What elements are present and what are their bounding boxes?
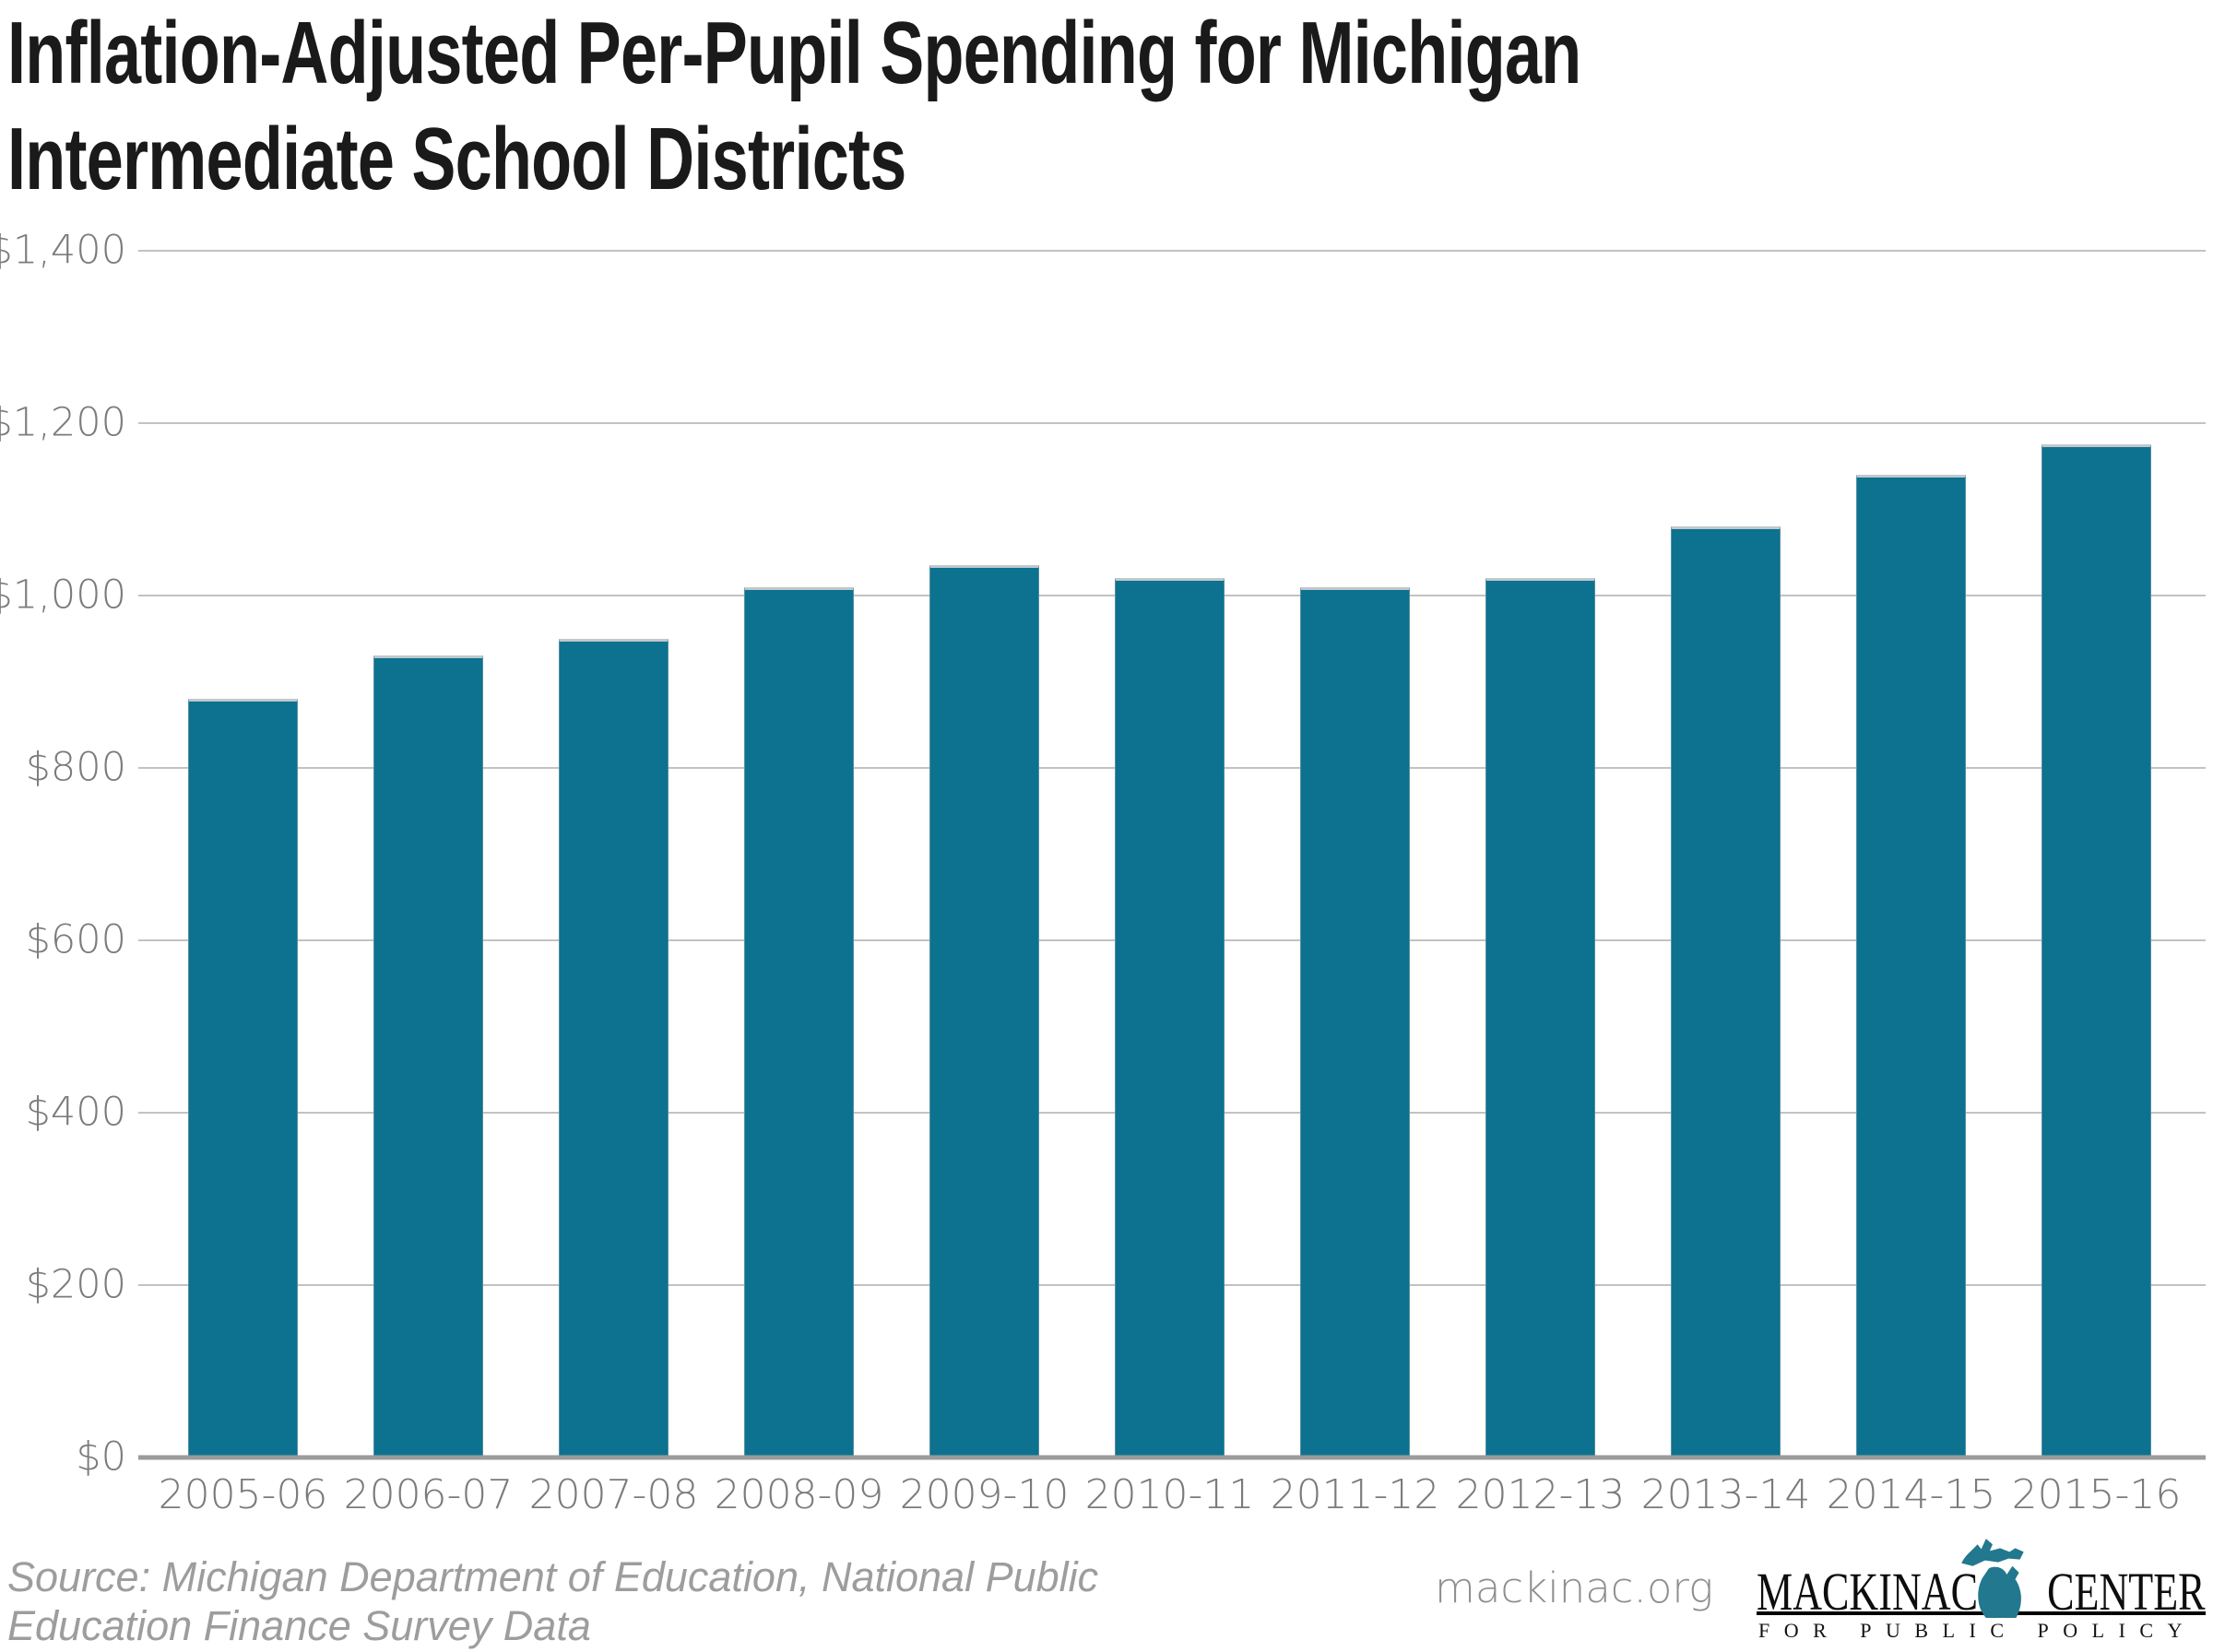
bar-2014-15 xyxy=(1856,475,1966,1457)
source-note: Source: Michigan Department of Education… xyxy=(7,1552,1098,1650)
bar-2006-07 xyxy=(373,655,483,1457)
x-tick-label-2007-08: 2007-08 xyxy=(528,1471,699,1518)
bar-2005-06 xyxy=(188,699,298,1457)
bar-2009-10 xyxy=(929,565,1039,1457)
bar-slot xyxy=(1077,251,1262,1457)
bar-2015-16 xyxy=(2041,444,2151,1457)
gridline-1200 xyxy=(138,422,2206,424)
x-tick-label-2006-07: 2006-07 xyxy=(343,1471,514,1518)
x-tick-label-2015-16: 2015-16 xyxy=(2011,1471,2182,1518)
x-tick-label-2014-15: 2014-15 xyxy=(1826,1471,1996,1518)
bar-2008-09 xyxy=(744,586,854,1457)
y-tick-label-800: $800 xyxy=(25,744,126,791)
y-axis-labels: $0 $200 $400 $600 $800 $1,000 $1,200 $1,400 xyxy=(0,230,126,1477)
logo-word-mackinac: MACKINAC xyxy=(1757,1562,1979,1622)
x-tick-label-2011-12: 2011-12 xyxy=(1270,1471,1440,1518)
bar-2010-11 xyxy=(1115,578,1225,1457)
bar-2013-14 xyxy=(1671,526,1781,1457)
chart-title-line2: Intermediate School Districts xyxy=(7,110,906,208)
bar-slot xyxy=(150,251,336,1457)
x-tick-label-2010-11: 2010-11 xyxy=(1084,1471,1255,1518)
y-tick-label-600: $600 xyxy=(25,916,126,963)
bar-slot xyxy=(521,251,706,1457)
bar-slot xyxy=(2004,251,2189,1457)
gridline-1400 xyxy=(138,250,2206,252)
y-tick-label-0: $0 xyxy=(76,1434,126,1481)
chart-title-line1: Inflation-Adjusted Per-Pupil Spending fo… xyxy=(7,4,1581,102)
chart-title: Inflation-Adjusted Per-Pupil Spending fo… xyxy=(7,0,1581,212)
website-url: mackinac.org xyxy=(1435,1564,1714,1612)
logo-word-center: CENTER xyxy=(2047,1562,2206,1622)
bar-slot xyxy=(892,251,1077,1457)
bar-slot xyxy=(1818,251,2004,1457)
michigan-state-icon xyxy=(1961,1539,2024,1618)
bar-slot xyxy=(1262,251,1448,1457)
logo-tagline: FOR PUBLIC POLICY xyxy=(1758,1619,2196,1642)
x-axis-line xyxy=(138,1455,2206,1460)
x-tick-label-2009-10: 2009-10 xyxy=(899,1471,1070,1518)
bar-slot xyxy=(1633,251,1818,1457)
bar-2007-08 xyxy=(559,638,669,1457)
bar-2011-12 xyxy=(1300,586,1410,1457)
bar-slot xyxy=(706,251,892,1457)
x-tick-label-2005-06: 2005-06 xyxy=(158,1471,328,1518)
y-tick-label-400: $400 xyxy=(25,1089,126,1136)
source-note-line2: Education Finance Survey Data xyxy=(7,1602,591,1649)
bar-slot xyxy=(336,251,521,1457)
logo-rule xyxy=(1757,1611,2206,1615)
bars xyxy=(150,251,2189,1457)
bar-slot xyxy=(1448,251,1633,1457)
bar-2012-13 xyxy=(1485,578,1595,1457)
y-tick-label-1000: $1,000 xyxy=(0,572,126,619)
x-tick-label-2008-09: 2008-09 xyxy=(714,1471,884,1518)
mackinac-center-logo: MACKINAC CENTER FOR PUBLIC POLICY xyxy=(1757,1532,2206,1648)
y-tick-label-1200: $1,200 xyxy=(0,399,126,446)
x-tick-label-2012-13: 2012-13 xyxy=(1455,1471,1626,1518)
y-tick-label-200: $200 xyxy=(25,1261,126,1308)
x-tick-label-2013-14: 2013-14 xyxy=(1640,1471,1811,1518)
plot-area xyxy=(138,250,2206,1460)
y-tick-label-1400: $1,400 xyxy=(0,227,126,274)
x-axis-labels: 2005-06 2006-07 2007-08 2008-09 2009-10 2010-… xyxy=(150,1473,2189,1517)
source-note-line1: Source: Michigan Department of Education… xyxy=(7,1553,1099,1600)
